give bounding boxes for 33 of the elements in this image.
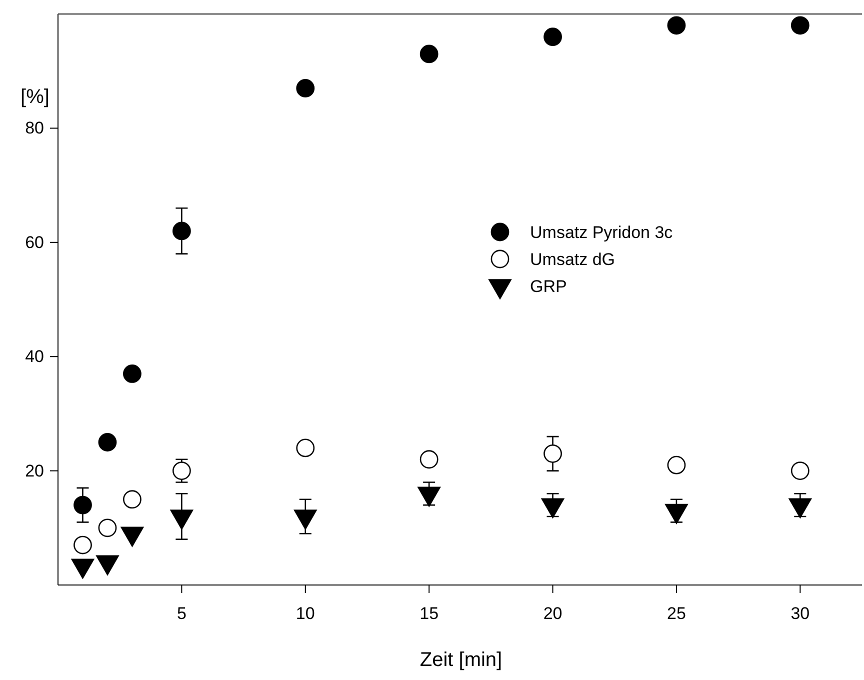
- point: [296, 79, 315, 98]
- y-axis-title: [%]: [20, 86, 50, 108]
- point: [98, 518, 117, 538]
- point: [544, 28, 562, 46]
- point: [790, 462, 810, 480]
- x-tick-label: 20: [543, 604, 562, 624]
- point: [790, 16, 810, 35]
- x-tick-label: 10: [296, 604, 315, 624]
- legend-label: GRP: [530, 277, 567, 296]
- x-tick-label: 5: [176, 604, 186, 624]
- point: [74, 496, 92, 514]
- x-tick-label: 30: [790, 604, 810, 624]
- point: [420, 450, 438, 469]
- point: [420, 44, 438, 64]
- x-tick-label: 25: [667, 604, 686, 624]
- point: [544, 444, 562, 463]
- x-tick-label: 15: [420, 604, 439, 624]
- point: [296, 438, 315, 458]
- point: [667, 16, 686, 35]
- point: [123, 490, 142, 509]
- point: [98, 433, 117, 452]
- y-tick-label: 20: [25, 461, 44, 480]
- y-tick-label: 60: [25, 232, 44, 252]
- legend-label: Umsatz dG: [530, 250, 616, 269]
- y-tick-label: 40: [25, 347, 44, 366]
- point: [172, 462, 191, 480]
- y-tick-label: 80: [25, 118, 44, 138]
- legend-label: Umsatz Pyridon 3c: [530, 223, 674, 242]
- point: [74, 536, 92, 554]
- point: [667, 456, 686, 474]
- x-axis-title: Zeit [min]: [420, 649, 502, 671]
- point: [172, 222, 191, 240]
- point: [123, 364, 142, 383]
